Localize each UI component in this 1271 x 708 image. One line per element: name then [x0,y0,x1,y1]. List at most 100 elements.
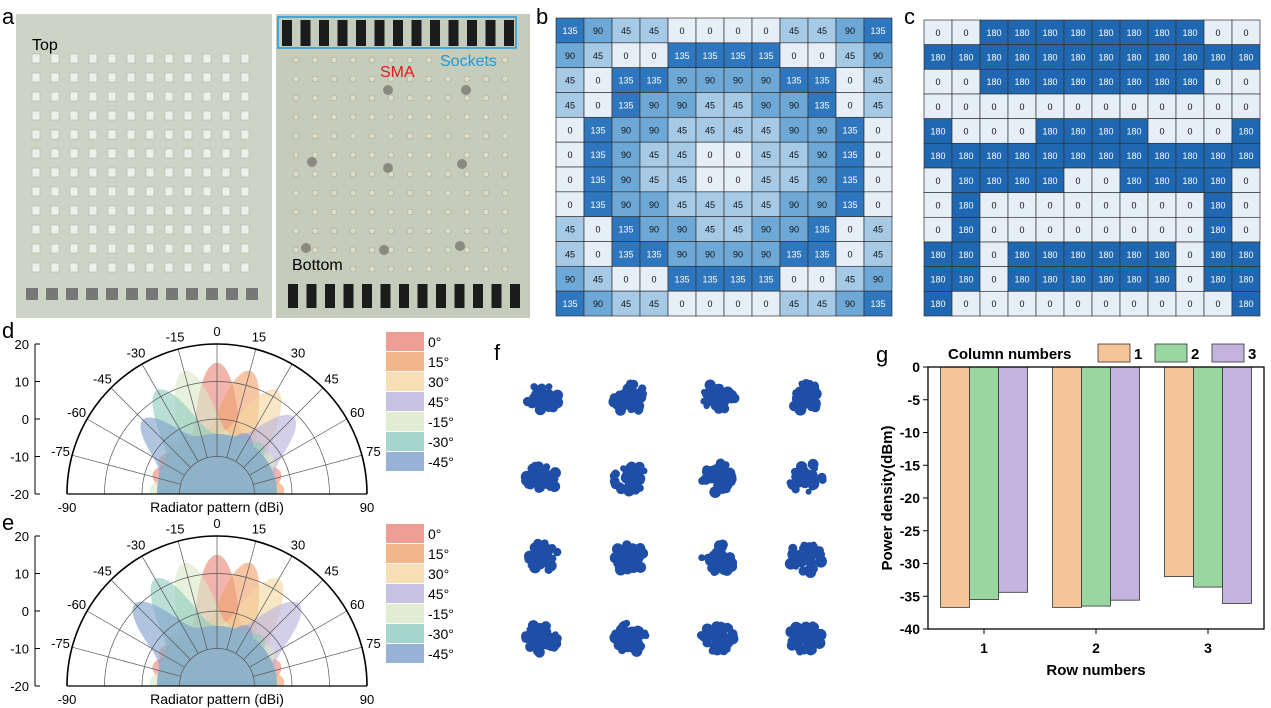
patch-antenna [164,129,174,140]
via-pad [482,75,490,83]
patch-antenna [145,167,155,178]
phase-c-cell [1119,167,1149,194]
phase-c-cell [1175,118,1205,144]
spot [520,461,561,494]
phase-b-cell-value: 0 [735,150,740,160]
phase-c-cell [1007,142,1037,169]
legend-label: 45° [428,586,449,602]
phase-b-cell-value: 0 [567,200,572,210]
phase-c-cell [923,44,953,70]
patch-antenna [107,262,117,273]
y-axis-label: Power density(dBm) [879,425,896,570]
phase-b-cell-value: 90 [845,299,855,309]
via-pad [501,246,509,254]
phase-c-cell-value: 0 [1075,102,1080,112]
phase-b-cell-value: 90 [677,249,687,259]
via-pad [444,265,452,273]
spot-blob [702,638,712,648]
phase-b-cell-value: 135 [786,249,801,259]
patch-antenna [221,205,231,216]
via-pad [349,113,357,121]
spot-blob [784,557,797,570]
phase-c-cell-value: 0 [1243,201,1248,211]
patch-antenna [183,53,193,64]
patch-antenna [107,110,117,121]
phase-c-cell-value: 0 [991,250,996,260]
phase-b-cell [751,216,781,242]
via-pad [482,208,490,216]
spot-blob [703,402,710,410]
phase-c-cell-value: 180 [958,151,973,161]
phase-b-cell [611,166,641,193]
phase-c-cell [951,266,981,292]
spot-blob [800,646,809,655]
y-tick-label: -30 [900,556,920,572]
phase-c-cell-value: 180 [1070,151,1085,161]
patch-antenna [31,243,41,254]
spot-blob [722,484,731,494]
legend-label: 0° [428,334,441,350]
spot-blob [814,628,827,641]
polar-angle-label: 30 [291,346,305,361]
spot-blob [545,389,554,398]
phase-c-cell-value: 0 [991,127,996,137]
phase-c-cell-value: 180 [1210,151,1225,161]
phase-c-cell [1063,290,1093,317]
phase-c-cell [1119,266,1149,292]
x-axis-label: Row numbers [1046,662,1145,679]
header-pins [106,288,118,300]
spot-blob [625,629,637,642]
polar-angle-label: -15 [166,522,185,537]
phase-c-cell [1175,142,1205,169]
patch-antenna [145,262,155,273]
phase-b-cell [835,17,865,44]
phase-c-cell [1119,216,1149,243]
phase-c-cell-value: 0 [1019,102,1024,112]
phase-b-cell-value: 0 [875,125,880,135]
phase-b-cell [583,241,613,267]
phase-c-cell [1091,290,1121,317]
phase-b-cell [779,67,809,93]
polar-r-tick-label: -20 [10,487,29,502]
patch-antenna [221,186,231,197]
patch-antenna [183,91,193,102]
via-pad [387,208,395,216]
legend-label: -45° [428,646,454,662]
via-pad [463,208,471,216]
phase-b-cell-value: 45 [761,150,771,160]
via-pad [387,132,395,140]
phase-c-cell-value: 180 [958,250,973,260]
via-pad [387,265,395,273]
phase-c-cell [1231,19,1261,46]
patch-antenna [221,148,231,159]
phase-b-cell [723,67,753,93]
polar-angle-label: 0 [213,516,220,531]
panel-b-phase-grid: 135 90 45 45 0 0 0 0 45 45 90 135 90 45 0 0 135 135 135 135… [555,17,893,317]
spot-blob [793,392,805,404]
via-pad [444,132,452,140]
phase-b-cell [667,290,697,317]
via-pad [444,189,452,197]
header-pins [146,288,158,300]
phase-c-cell-value: 180 [930,250,945,260]
patch-antenna [183,205,193,216]
patch-antenna [126,148,136,159]
phase-c-cell-value: 180 [1154,28,1169,38]
phase-c-cell [1063,19,1093,46]
phase-b-cell-value: 0 [567,150,572,160]
phase-b-cell-value: 90 [565,51,575,61]
via-pad [368,151,376,159]
polar-spoke [110,579,191,660]
spot-blob [795,461,808,473]
phase-b-cell-value: 45 [873,76,883,86]
phase-c-cell [923,142,953,169]
phase-b-cell [863,141,893,168]
phase-b-cell [751,141,781,168]
phase-b-cell-value: 45 [817,26,827,36]
via-pad [406,56,414,64]
legend-label: 30° [428,566,449,582]
phase-c-cell-value: 0 [1075,201,1080,211]
via-pad [463,75,471,83]
phase-b-cell [667,216,697,242]
phase-b-cell-value: 0 [707,299,712,309]
